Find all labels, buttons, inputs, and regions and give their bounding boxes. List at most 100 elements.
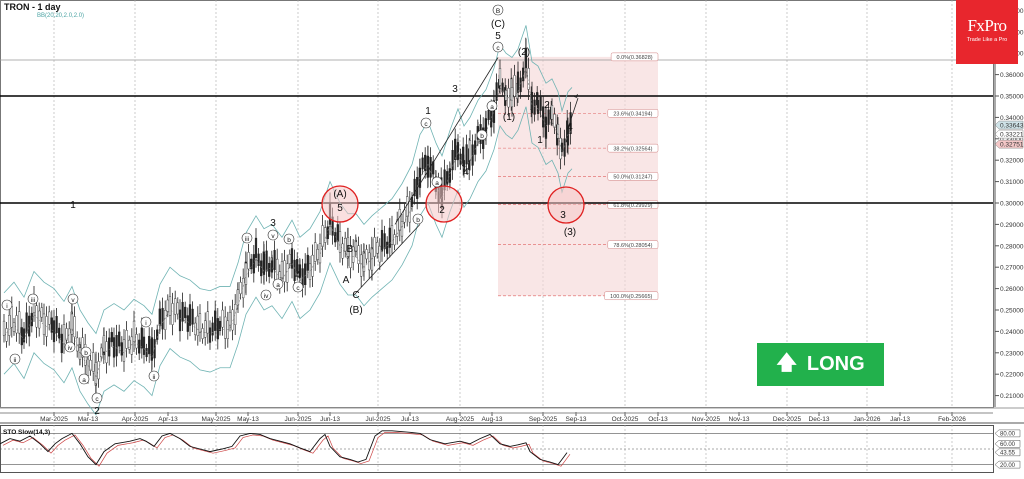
oscillator-level-label: 43.55 xyxy=(1000,451,1016,457)
wave-label: b xyxy=(416,217,420,224)
price-tag xyxy=(994,129,1024,139)
wave-label: (1) xyxy=(503,112,515,123)
bollinger-upper xyxy=(3,25,573,335)
y-tick-label: 0.32000 xyxy=(1000,158,1024,165)
wave-label: b xyxy=(84,350,88,357)
wave-label: i xyxy=(145,320,146,327)
bollinger-lower xyxy=(3,106,573,416)
wave-label: a xyxy=(82,377,86,384)
wave-label: c xyxy=(424,121,428,128)
x-tick-label: Oct-2025 xyxy=(612,416,639,423)
chart-title: TRON - 1 day xyxy=(4,2,61,12)
indicator-label: BB(20,20,2.0,2.0) xyxy=(37,13,85,19)
price-tag xyxy=(994,120,1024,130)
x-tick-label: Jan-13 xyxy=(890,416,910,423)
wave-label: 2 xyxy=(94,406,100,417)
x-tick-label: Apr-13 xyxy=(158,416,178,423)
wave-label: v xyxy=(71,297,75,304)
fib-level-label: 50.0%(0.31247) xyxy=(613,175,652,181)
wave-label: b xyxy=(480,133,484,140)
wave-label: c xyxy=(496,45,500,52)
wave-label: (B) xyxy=(349,305,362,316)
wave-label: (3) xyxy=(564,227,576,238)
trend-line xyxy=(353,224,421,296)
stochastic-signal-line xyxy=(2,432,571,467)
arrow-head-icon xyxy=(574,93,578,98)
fib-level-label: 0.0%(0.36828) xyxy=(617,55,653,61)
highlight-circle xyxy=(547,186,585,224)
x-tick-label: Jun-13 xyxy=(320,416,340,423)
wave-label: 5 xyxy=(495,31,501,42)
wave-label: 2 xyxy=(439,205,445,216)
x-tick-label: Dec-2025 xyxy=(773,416,802,423)
stochastic-main-line xyxy=(0,430,568,466)
wave-label: (2) xyxy=(518,47,530,58)
price-tag-label: 0.32751 xyxy=(1000,142,1024,149)
x-tick-label: Oct-13 xyxy=(648,416,668,423)
logo-tagline: Trade Like a Pro xyxy=(966,37,1008,43)
wave-label: a xyxy=(276,282,280,289)
x-axis: Mar-2025 Mar-13 Apr-2025 Apr-13 May-2025 May-… xyxy=(0,0,993,472)
signal-label: LONG xyxy=(806,353,865,375)
highlight-circle xyxy=(425,185,463,223)
wave-label: 1 xyxy=(537,135,543,146)
x-tick-label: Sep-13 xyxy=(566,416,587,423)
x-tick-label: Jan-2026 xyxy=(853,416,880,423)
oscillator-level-label: 20.00 xyxy=(1000,463,1016,469)
wave-label: ii xyxy=(14,357,17,364)
y-tick-label: 0.23000 xyxy=(1000,350,1024,357)
trend-line xyxy=(394,57,499,225)
logo-brand: FxPro xyxy=(967,16,1007,35)
wave-label: 5 xyxy=(337,203,343,214)
x-tick-label: Aug-13 xyxy=(482,416,503,423)
wave-label: 3 xyxy=(560,210,566,221)
x-tick-label: Mar-2025 xyxy=(40,416,68,423)
wave-label: iv xyxy=(264,293,269,300)
arrow-up-icon: 🡅 xyxy=(776,351,797,374)
wave-label: iv xyxy=(68,345,73,352)
highlight-circle xyxy=(321,185,359,223)
wave-label: 4 xyxy=(463,167,469,178)
wave-label: 1 xyxy=(70,200,76,211)
wave-label: A xyxy=(343,275,350,286)
wave-label: iii xyxy=(31,297,35,304)
fxpro-logo: FxPro Trade Like a Pro xyxy=(956,0,1018,64)
fib-level-label: 61.8%(0.29929) xyxy=(613,203,652,209)
wave-label: 2 xyxy=(544,100,550,111)
wave-label: b xyxy=(287,237,291,244)
fib-level-label: 100.0%(0.25665) xyxy=(610,294,652,300)
y-tick-label: 0.31000 xyxy=(1000,179,1024,186)
x-tick-label: Apr-2025 xyxy=(122,416,149,423)
x-tick-label: Feb-2026 xyxy=(938,416,966,423)
x-tick-label: Jul-2025 xyxy=(366,416,391,423)
x-tick-label: Nov-13 xyxy=(729,416,750,423)
oscillator-level-label: 60.00 xyxy=(1000,442,1016,448)
x-tick-label: Sep-2025 xyxy=(529,416,558,423)
fib-level-label: 78.6%(0.28054) xyxy=(613,243,652,249)
y-tick-label: 0.27000 xyxy=(1000,265,1024,272)
wave-label: 3 xyxy=(270,218,276,229)
main-plot-frame xyxy=(0,0,994,408)
x-tick-label: Jun-2025 xyxy=(284,416,311,423)
wave-label: 4 xyxy=(567,122,573,133)
y-tick-label: 0.29000 xyxy=(1000,222,1024,229)
stochastic-panel: STO Slow(14,3) 80.00 60.00 43.55 20.00 xyxy=(0,429,1021,469)
x-tick-label: Mar-13 xyxy=(78,416,99,423)
wave-label: i xyxy=(6,303,7,310)
long-signal-badge: 🡅 LONG xyxy=(757,343,884,386)
wave-label: a xyxy=(435,180,439,187)
y-tick-label: 0.34000 xyxy=(1000,115,1024,122)
x-tick-label: Jul-13 xyxy=(401,416,419,423)
wave-label: B xyxy=(347,244,354,255)
fib-level-label: 23.6%(0.34194) xyxy=(613,112,652,118)
oscillator-level-label: 80.00 xyxy=(1000,432,1016,438)
fib-level-label: 38.2%(0.32564) xyxy=(613,146,652,152)
y-tick-label: 0.35000 xyxy=(1000,94,1024,101)
wave-label: v xyxy=(271,233,275,240)
y-tick-label: 0.28000 xyxy=(1000,243,1024,250)
x-tick-label: May-2025 xyxy=(202,416,231,423)
y-tick-label: 0.26000 xyxy=(1000,286,1024,293)
price-tag-label: 0.33643 xyxy=(1000,123,1024,130)
